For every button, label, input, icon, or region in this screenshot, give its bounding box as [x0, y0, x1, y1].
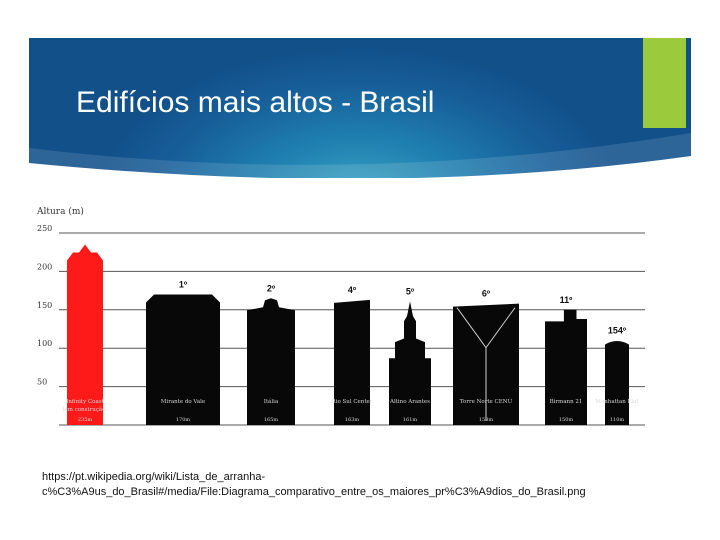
building-6: 11º Birmann 21 150m	[545, 295, 587, 425]
height-label-6: 150m	[559, 417, 574, 423]
rank-label-3: 4º	[348, 285, 357, 295]
height-label-3: 163m	[345, 417, 360, 423]
name-label-3-0: Rio Sul Center	[332, 399, 373, 405]
accent-bar	[643, 38, 686, 128]
height-label-4: 161m	[403, 417, 418, 423]
height-label-1: 170m	[176, 417, 191, 423]
rank-label-6: 11º	[560, 295, 574, 305]
height-label-7: 110m	[610, 417, 625, 423]
rank-label-2: 2º	[267, 283, 276, 293]
title-banner	[29, 38, 691, 178]
name-label-0-1: (em construção)	[62, 406, 107, 413]
y-tick-label-100: 100	[37, 339, 52, 348]
building-chart: Altura (m) 50 100 150 200 250 Infinity Coast…	[36, 206, 645, 426]
source-url-line-1: https://pt.wikipedia.org/wiki/Lista_de_a…	[42, 471, 266, 483]
building-shape-3	[334, 299, 370, 425]
banner-decoration	[29, 133, 691, 178]
name-label-4-0: Altino Arantes	[389, 399, 430, 405]
name-label-7-0: Manhattan Flat	[595, 399, 639, 405]
rank-label-5: 6º	[482, 289, 491, 299]
building-facade-lines-5	[456, 307, 516, 421]
source-url[interactable]: https://pt.wikipedia.org/wiki/Lista_de_a…	[42, 470, 586, 500]
building-2: 2º Itália 165m	[247, 283, 295, 425]
building-3: 4º Rio Sul Center 163m	[332, 285, 373, 425]
building-shape-0	[67, 244, 103, 425]
rank-label-7: 154º	[608, 326, 627, 336]
building-shape-1	[146, 294, 220, 425]
y-axis-label: Altura (m)	[36, 206, 84, 217]
height-label-2: 165m	[264, 417, 279, 423]
rank-label-1: 1º	[179, 279, 188, 289]
building-7: 154º Manhattan Flat 110m	[595, 326, 639, 425]
source-url-line-2: c%C3%A9us_do_Brasil#/media/File:Diagrama…	[42, 486, 586, 498]
building-shape-6	[545, 309, 587, 425]
rank-label-4: 5º	[406, 286, 415, 296]
y-tick-label-200: 200	[37, 262, 52, 271]
name-label-1-0: Mirante do Vale	[161, 399, 205, 405]
height-label-0: 235m	[78, 417, 93, 423]
name-label-2-0: Itália	[264, 398, 279, 405]
building-5: 6º Torre Norte CENU 158m	[453, 289, 519, 425]
building-shape-2	[247, 298, 295, 425]
building-1: 1º Mirante do Vale 170m	[146, 279, 220, 425]
name-label-5-0: Torre Norte CENU	[460, 399, 513, 405]
building-shape-7	[605, 341, 629, 425]
slide-title: Edifícios mais altos - Brasil	[76, 86, 435, 119]
y-tick-label-150: 150	[37, 301, 52, 310]
height-label-5: 158m	[479, 417, 494, 423]
name-label-0-0: Infinity Coast	[66, 399, 104, 405]
building-shape-4	[389, 301, 431, 425]
building-4: 5º Altino Arantes 161m	[389, 286, 431, 425]
y-tick-label-250: 250	[37, 224, 52, 233]
name-label-6-0: Birmann 21	[550, 399, 583, 405]
y-tick-label-50: 50	[37, 378, 47, 387]
building-0: Infinity Coast(em construção) 235m	[62, 244, 108, 425]
